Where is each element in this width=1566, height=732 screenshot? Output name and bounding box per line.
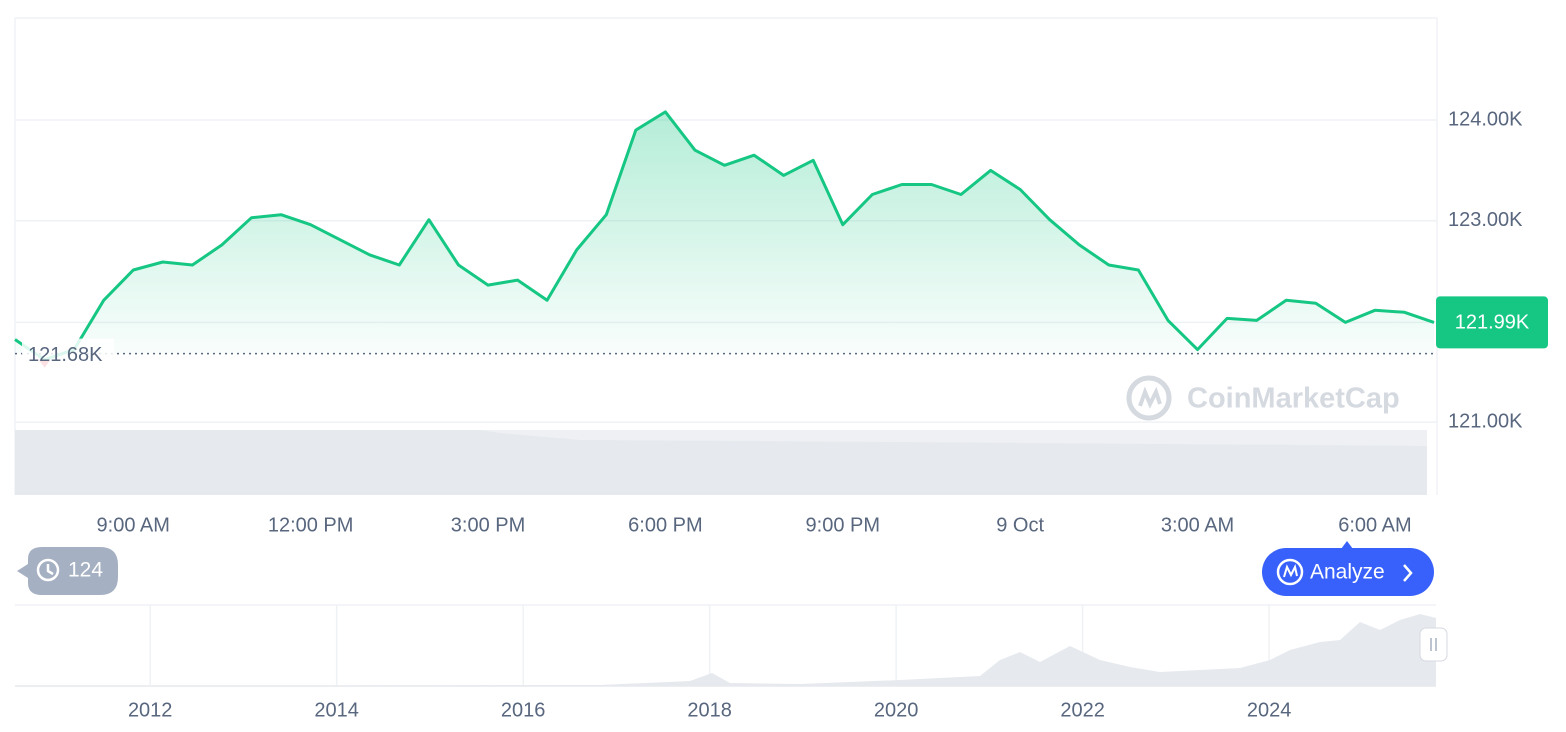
watermark-text: CoinMarketCap xyxy=(1187,383,1400,415)
analyze-label[interactable]: Analyze xyxy=(1310,561,1385,584)
x-tick-label: 6:00 AM xyxy=(1338,514,1411,536)
x-tick-label: 9:00 AM xyxy=(97,514,170,536)
x-tick-label: 12:00 PM xyxy=(268,514,354,536)
x-tick-label: 9 Oct xyxy=(996,514,1044,536)
x-tick-label: 3:00 PM xyxy=(451,514,525,536)
y-tick-label: 124.00K xyxy=(1448,108,1523,130)
x-tick-label: 3:00 AM xyxy=(1161,514,1234,536)
open-price-label: 121.68K xyxy=(28,344,103,366)
watermark-logo xyxy=(1126,375,1172,421)
overview-year-label: 2012 xyxy=(128,699,173,721)
overview-year-label: 2016 xyxy=(501,699,546,721)
history-count: 124 xyxy=(68,559,103,582)
y-tick-label: 121.00K xyxy=(1448,410,1523,432)
history-icon-hands xyxy=(46,564,54,576)
price-area xyxy=(15,111,1435,360)
analyze-icon-mark xyxy=(1283,564,1298,578)
volume-shape xyxy=(15,430,1427,495)
analyze-chevron xyxy=(1403,564,1413,582)
overview-year-label: 2022 xyxy=(1060,699,1105,721)
analyze-icon xyxy=(1276,558,1304,586)
y-tick-label: 123.00K xyxy=(1448,209,1523,231)
overview-layer: 2012 2014 2016 2018 2020 2022 2024 xyxy=(128,605,1291,721)
analyze-bg[interactable] xyxy=(1262,548,1434,596)
overview-year-label: 2020 xyxy=(874,699,919,721)
analyze-pointer xyxy=(1341,541,1353,549)
overview-handle[interactable] xyxy=(1419,627,1448,662)
open-label-bg xyxy=(22,338,114,369)
analyze-button[interactable]: Analyze xyxy=(1262,541,1434,596)
watermark: CoinMarketCap xyxy=(1126,375,1400,421)
history-button[interactable]: 124 xyxy=(17,547,118,595)
current-price-badge xyxy=(1436,296,1548,349)
x-tick-label: 9:00 PM xyxy=(806,514,880,536)
watermark-logo-mark xyxy=(1138,386,1162,409)
overview-year-label: 2024 xyxy=(1247,699,1292,721)
x-tick-label: 6:00 PM xyxy=(628,514,702,536)
overview-area xyxy=(15,614,1436,686)
current-price-label: 121.99K xyxy=(1455,312,1530,334)
price-line xyxy=(14,110,1435,362)
history-icon xyxy=(36,558,60,582)
history-pill[interactable] xyxy=(17,547,118,595)
overview-year-label: 2014 xyxy=(314,699,359,721)
overview-year-label: 2018 xyxy=(687,699,732,721)
price-layer: 124.00K 123.00K 121.00K 9:00 AM 12:00 PM 3:00… xyxy=(14,108,1548,536)
